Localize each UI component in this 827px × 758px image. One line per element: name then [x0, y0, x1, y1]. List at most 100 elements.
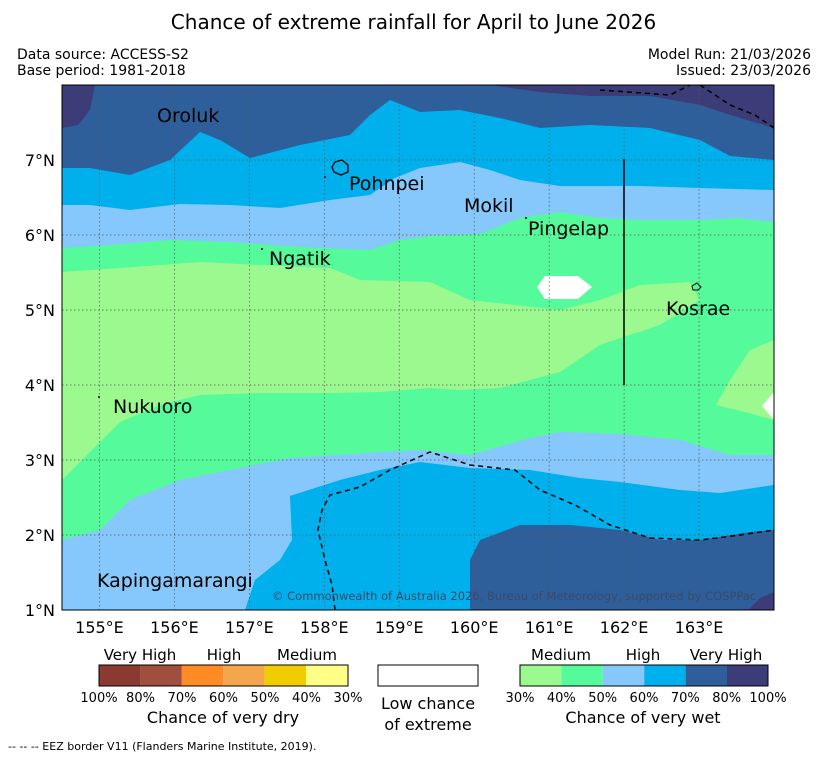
- legend-dry-swatch-60-50: [223, 665, 265, 686]
- band-very-high-wet-80-100-north: [490, 85, 774, 128]
- x-tick-label: 157°E: [225, 618, 274, 637]
- x-tick-label: 160°E: [450, 618, 499, 637]
- legend-dry-swatch-40-30: [306, 665, 348, 686]
- legend-low-title-line2: of extreme: [384, 715, 471, 734]
- legend-dry-percent-labels: 100% 80% 70% 60% 50% 40% 30%: [80, 691, 362, 706]
- y-tick-label: 5°N: [25, 301, 55, 320]
- y-tick-label: 4°N: [25, 376, 55, 395]
- legend-wet-frame: [519, 664, 769, 687]
- legend-dry-title: Chance of very dry: [147, 708, 299, 727]
- legend-wet: Medium High Very High 30% 40% 50% 60% 70% 80%…: [506, 646, 787, 727]
- legend-wet-swatch-40-50: [561, 665, 603, 686]
- place-label-oroluk: Oroluk: [157, 105, 219, 127]
- metadata-right: Model Run: 21/03/2026 Issued: 23/03/2026: [648, 47, 811, 79]
- legend-low: Low chance of extreme: [377, 664, 479, 734]
- legend-dry-medium: Medium: [277, 646, 337, 664]
- legend-dry-swatch-50-40: [264, 665, 306, 686]
- legend-dry-percent: 40%: [292, 691, 321, 706]
- x-tick-label: 161°E: [525, 618, 574, 637]
- band-very-high-wet-70-80-north: [62, 85, 774, 175]
- eez-footnote: -- -- -- EEZ border V11 (Flanders Marine…: [8, 740, 317, 753]
- legend-wet-swatch-80-100: [727, 665, 768, 686]
- y-tick-label: 7°N: [25, 151, 55, 170]
- y-tick-label: 1°N: [25, 601, 55, 620]
- y-tick-label: 6°N: [25, 226, 55, 245]
- legend-wet-percent: 40%: [547, 691, 576, 706]
- map-frame: [61, 84, 775, 611]
- legend-wet-percent-labels: 30% 40% 50% 60% 70% 80% 100%: [506, 691, 787, 706]
- x-tick-label: 162°E: [600, 618, 649, 637]
- legend-dry-percent: 80%: [126, 691, 155, 706]
- legend-dry-percent: 100%: [80, 691, 117, 706]
- legend-dry-swatch-80-70: [140, 665, 182, 686]
- place-label-kapingamarangi: Kapingamarangi: [97, 570, 253, 592]
- x-axis-ticks: 155°E 156°E 157°E 158°E 159°E 160°E 161°E 162°E…: [75, 618, 723, 637]
- band-medium-wet-30-40: [62, 262, 700, 480]
- legend-dry-swatch-100-80: [99, 665, 141, 686]
- mokil-atoll: [525, 217, 527, 219]
- eez-border-south: [317, 451, 774, 610]
- legend-dry-percent: 50%: [251, 691, 280, 706]
- legend-low-swatch: [377, 664, 479, 687]
- legend-wet-percent: 50%: [588, 691, 617, 706]
- y-tick-label: 3°N: [25, 451, 55, 470]
- place-label-ngatik: Ngatik: [269, 248, 331, 270]
- legend-dry-percent: 70%: [168, 691, 197, 706]
- data-source: Data source: ACCESS-S2: [17, 47, 189, 63]
- map-title: Chance of extreme rainfall for April to …: [170, 10, 657, 34]
- model-run: Model Run: 21/03/2026: [647, 47, 811, 63]
- band-very-high-wet-80-100-south: [748, 592, 774, 610]
- band-medium-wet-30-40-east: [716, 340, 774, 420]
- legend-dry: Very High High Medium 100% 80% 70% 60% 50% 40…: [80, 646, 362, 727]
- x-tick-label: 155°E: [75, 618, 124, 637]
- copyright-notice: © Commonwealth of Australia 2026, Bureau…: [272, 589, 756, 603]
- pohnpei-islet: [324, 176, 326, 178]
- pohnpei-island-outline: [331, 159, 349, 176]
- map-plot-area: Oroluk Pohnpei Mokil Pingelap Ngatik Kos…: [62, 85, 774, 610]
- legend-wet-swatch-70-80: [685, 665, 727, 686]
- legend-wet-swatch-30-40: [520, 665, 562, 686]
- y-axis-ticks: 7°N 6°N 5°N 4°N 3°N 2°N 1°N: [25, 151, 55, 620]
- place-label-nukuoro: Nukuoro: [113, 396, 192, 418]
- legend-dry-swatch-70-60: [181, 665, 224, 686]
- base-period: Base period: 1981-2018: [17, 63, 186, 79]
- legend-low-title-line1: Low chance: [381, 694, 475, 713]
- legend-wet-swatch-60-70: [644, 665, 686, 686]
- place-label-pohnpei: Pohnpei: [349, 173, 425, 195]
- x-tick-label: 159°E: [375, 618, 424, 637]
- x-tick-label: 163°E: [675, 618, 724, 637]
- legend-dry-very-high: Very High: [104, 646, 177, 664]
- eez-border-north: [599, 85, 774, 129]
- legend-wet-percent: 80%: [712, 691, 741, 706]
- low-chance-patch-edge: [762, 392, 774, 420]
- band-very-high-wet-80-100-northwest: [62, 85, 95, 128]
- low-chance-patch-east: [537, 276, 592, 299]
- gridlines: [62, 85, 774, 610]
- place-label-pingelap: Pingelap: [528, 218, 609, 240]
- legend-dry-frame: [98, 664, 349, 687]
- legend-wet-high: High: [626, 646, 660, 664]
- legend-wet-percent: 30%: [506, 691, 535, 706]
- legend-wet-medium: Medium: [531, 646, 591, 664]
- kosrae-island-outline: [691, 282, 702, 291]
- nukuoro-atoll: [98, 396, 100, 398]
- x-tick-label: 156°E: [150, 618, 199, 637]
- legend-dry-percent: 30%: [334, 691, 363, 706]
- band-very-high-wet-70-80-south: [470, 525, 774, 610]
- issued-date: Issued: 23/03/2026: [676, 63, 811, 79]
- legend-wet-percent: 60%: [630, 691, 659, 706]
- place-label-kosrae: Kosrae: [666, 298, 730, 320]
- ngatik-atoll: [261, 248, 263, 250]
- legend-wet-swatch-50-60: [602, 665, 645, 686]
- legend-wet-very-high: Very High: [690, 646, 763, 664]
- legend-dry-high: High: [207, 646, 241, 664]
- metadata-left: Data source: ACCESS-S2 Base period: 1981…: [17, 47, 189, 79]
- legend-wet-title: Chance of very wet: [565, 708, 720, 727]
- legend-dry-percent: 60%: [209, 691, 238, 706]
- legend-wet-percent: 100%: [749, 691, 786, 706]
- x-tick-label: 158°E: [300, 618, 349, 637]
- y-tick-label: 2°N: [25, 526, 55, 545]
- legend-wet-percent: 70%: [671, 691, 700, 706]
- place-label-mokil: Mokil: [464, 195, 514, 217]
